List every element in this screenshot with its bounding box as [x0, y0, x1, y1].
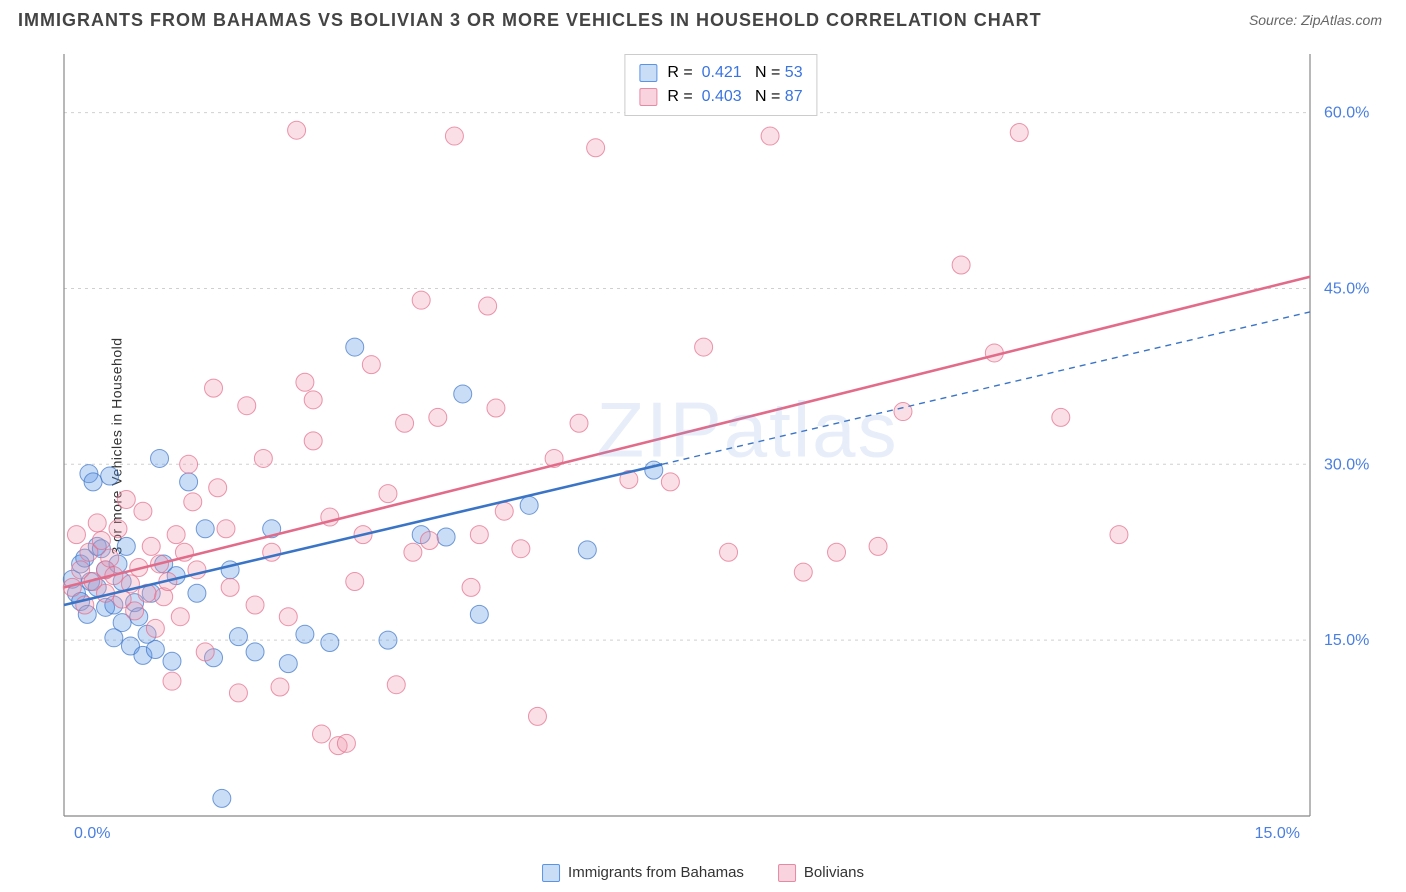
svg-text:60.0%: 60.0%: [1324, 105, 1369, 122]
series-legend: Immigrants from Bahamas Bolivians: [542, 864, 864, 882]
scatter-chart: 15.0% 30.0% 45.0% 60.0% 0.0% 15.0%: [58, 50, 1384, 842]
svg-text:15.0%: 15.0%: [1324, 632, 1369, 649]
svg-text:15.0%: 15.0%: [1255, 825, 1300, 842]
legend-item-bolivians: Bolivians: [778, 864, 864, 882]
legend-item-bahamas: Immigrants from Bahamas: [542, 864, 744, 882]
corr-row-bolivians: R = 0.403 N = 87: [639, 85, 802, 109]
svg-text:0.0%: 0.0%: [74, 825, 110, 842]
chart-title: IMMIGRANTS FROM BAHAMAS VS BOLIVIAN 3 OR…: [18, 10, 1388, 31]
corr-row-bahamas: R = 0.421 N = 53: [639, 61, 802, 85]
plot-area: 15.0%30.0%45.0%60.0%0.0%15.0% ZIPatlas R…: [58, 50, 1384, 842]
svg-text:45.0%: 45.0%: [1324, 280, 1369, 297]
correlation-legend: R = 0.421 N = 53 R = 0.403 N = 87: [624, 54, 817, 116]
svg-text:30.0%: 30.0%: [1324, 456, 1369, 473]
chart-source: Source: ZipAtlas.com: [1249, 12, 1382, 28]
